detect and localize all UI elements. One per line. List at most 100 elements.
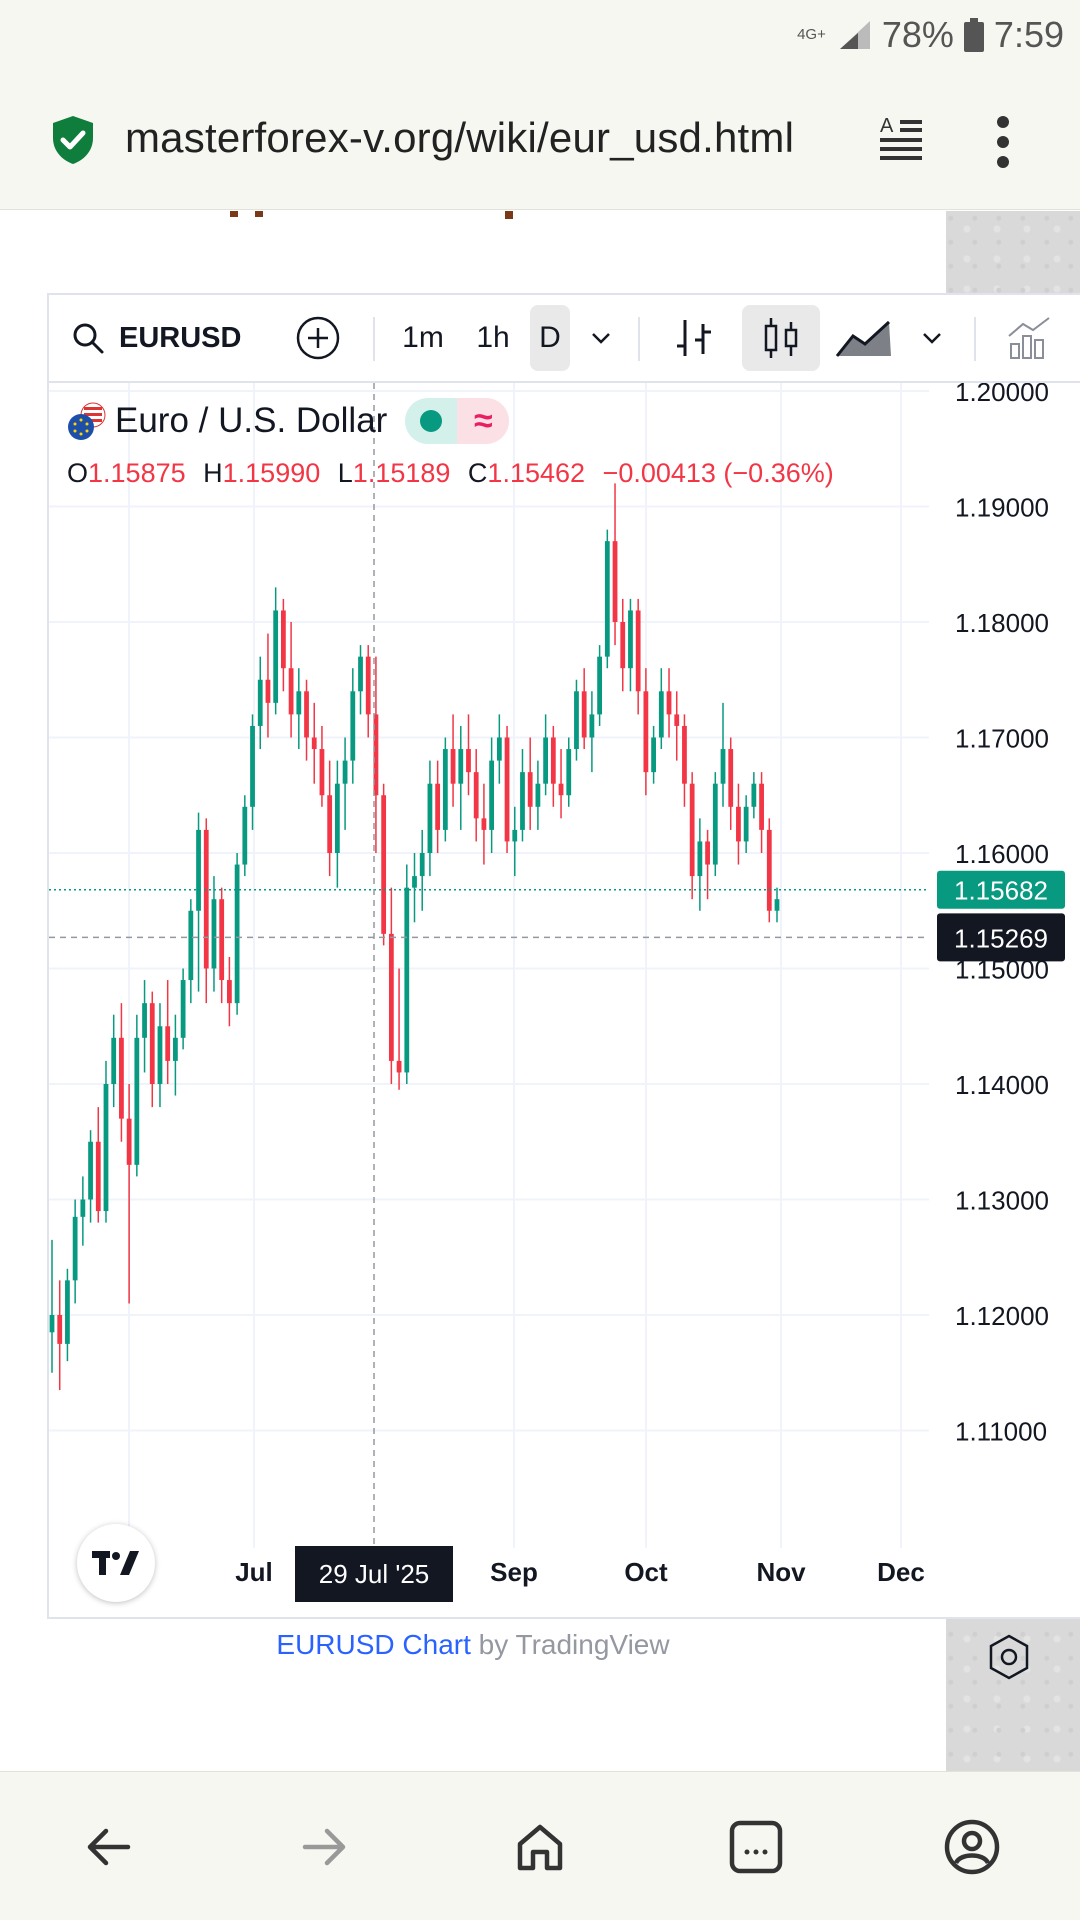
candle-body: [512, 829, 518, 842]
price-chart-svg[interactable]: 1.200001.190001.180001.170001.160001.150…: [49, 383, 1080, 1619]
candle-body: [180, 980, 186, 1038]
url-text[interactable]: masterforex-v.org/wiki/eur_usd.html: [125, 114, 795, 161]
candle-body: [566, 749, 572, 796]
candle-body: [65, 1280, 70, 1344]
approx-icon: ≈: [473, 401, 493, 440]
candle-body: [327, 795, 333, 853]
candle-body: [450, 749, 456, 784]
area-chart-type-button[interactable]: [832, 305, 896, 371]
candle-body: [49, 1315, 55, 1333]
candle-body: [188, 910, 194, 981]
x-tick-label: Sep: [490, 1557, 538, 1587]
status-bar: 4G+ 78% 7:59: [0, 0, 1080, 70]
y-tick-label: 1.18000: [955, 608, 1049, 638]
symbol-search-button[interactable]: EURUSD: [71, 305, 251, 371]
candlestick-icon: [764, 318, 798, 358]
chart-area[interactable]: 1.20000 1.19000 1.18000 1.17000 1.16000 1.150…: [49, 383, 1080, 1619]
candle-body: [149, 1003, 155, 1084]
high-label: H: [203, 458, 223, 488]
delayed-data-indicator[interactable]: ≈: [457, 398, 510, 444]
candle-body: [759, 783, 764, 830]
account-icon: [944, 1819, 1000, 1875]
web-page: EURUSD 1m 1h D: [0, 211, 1080, 1771]
bar-chart-type-button[interactable]: [665, 305, 725, 371]
toolbar-divider: [638, 317, 640, 361]
account-button[interactable]: [937, 1812, 1007, 1882]
candle-body: [142, 1003, 147, 1038]
ohlc-bars-icon: [677, 320, 711, 356]
tabs-button[interactable]: [721, 1812, 791, 1882]
candle-body: [489, 760, 495, 830]
green-dot-icon: [420, 410, 443, 432]
candle-body: [728, 749, 734, 807]
candle-body: [628, 610, 633, 669]
by-tradingview-text[interactable]: by TradingView: [478, 1629, 670, 1660]
svg-text:A: A: [880, 115, 894, 137]
candle-body: [412, 876, 417, 888]
candle-body: [95, 1141, 101, 1212]
tradingview-logo-button[interactable]: [77, 1524, 155, 1602]
candle-body: [373, 714, 379, 796]
interval-d-button[interactable]: D: [530, 305, 570, 371]
candle-body: [751, 783, 757, 807]
tabs-icon: [729, 1820, 783, 1874]
candle-body: [620, 622, 626, 669]
candle-body: [280, 610, 286, 669]
network-type: 4G+: [797, 26, 826, 43]
candle-body: [705, 841, 710, 865]
chart-settings-icon[interactable]: [984, 1632, 1034, 1682]
eur-usd-flag-icon: [68, 402, 106, 440]
change-value: −0.00413 (−0.36%): [602, 458, 834, 488]
more-options-icon[interactable]: [990, 114, 1016, 170]
secure-shield-icon[interactable]: [50, 114, 96, 166]
heading-fragment: [230, 211, 513, 219]
candle-body: [265, 679, 271, 703]
candle-body: [666, 691, 672, 715]
eurusd-chart-link[interactable]: EURUSD Chart: [276, 1629, 471, 1660]
last-price-label-bg: [937, 870, 1065, 909]
y-tick-label: 1.11000: [955, 1417, 1047, 1447]
chart-type-dropdown-button[interactable]: [907, 305, 957, 371]
candle-body: [381, 795, 387, 934]
home-button[interactable]: [505, 1812, 575, 1882]
back-button[interactable]: [73, 1812, 143, 1882]
candle-body: [458, 749, 464, 784]
market-open-indicator[interactable]: [405, 398, 458, 444]
candle-body: [250, 725, 255, 807]
candle-body: [196, 829, 201, 911]
candle-body: [72, 1216, 78, 1281]
candle-body: [435, 783, 441, 830]
candle-body: [157, 1026, 163, 1084]
candle-body: [219, 899, 225, 981]
candle-body: [211, 899, 217, 969]
interval-dropdown-button[interactable]: [576, 305, 626, 371]
battery-icon: [963, 18, 984, 52]
indicators-button[interactable]: [999, 305, 1059, 371]
candle-body: [651, 737, 656, 773]
candle-body: [597, 656, 602, 715]
signal-icon: [839, 21, 870, 49]
y-tick-label: 1.14000: [955, 1070, 1049, 1100]
interval-1h-button[interactable]: 1h: [476, 321, 510, 354]
candle-body: [334, 783, 340, 853]
candle-body: [674, 714, 680, 726]
candle-body: [527, 772, 533, 807]
candle-body: [165, 1026, 171, 1061]
high-value: 1.15990: [222, 458, 321, 488]
crosshair-date-label: 29 Jul '25: [319, 1559, 430, 1589]
candle-body: [743, 806, 749, 842]
candle-body: [720, 749, 726, 784]
candle-body: [643, 691, 649, 773]
candle-body: [103, 1084, 109, 1212]
compare-symbol-button[interactable]: [292, 305, 344, 371]
area-chart-icon: [835, 320, 891, 357]
interval-1m-button[interactable]: 1m: [402, 321, 444, 354]
toolbar-divider: [373, 317, 375, 361]
candles-chart-type-button[interactable]: [742, 305, 820, 371]
candle-body: [134, 1037, 140, 1165]
status-pills[interactable]: ≈: [405, 398, 510, 444]
candle-body: [388, 933, 394, 1061]
reader-mode-icon[interactable]: A: [878, 114, 924, 164]
tradingview-widget: EURUSD 1m 1h D: [47, 293, 1080, 1680]
forward-button[interactable]: [290, 1812, 360, 1882]
